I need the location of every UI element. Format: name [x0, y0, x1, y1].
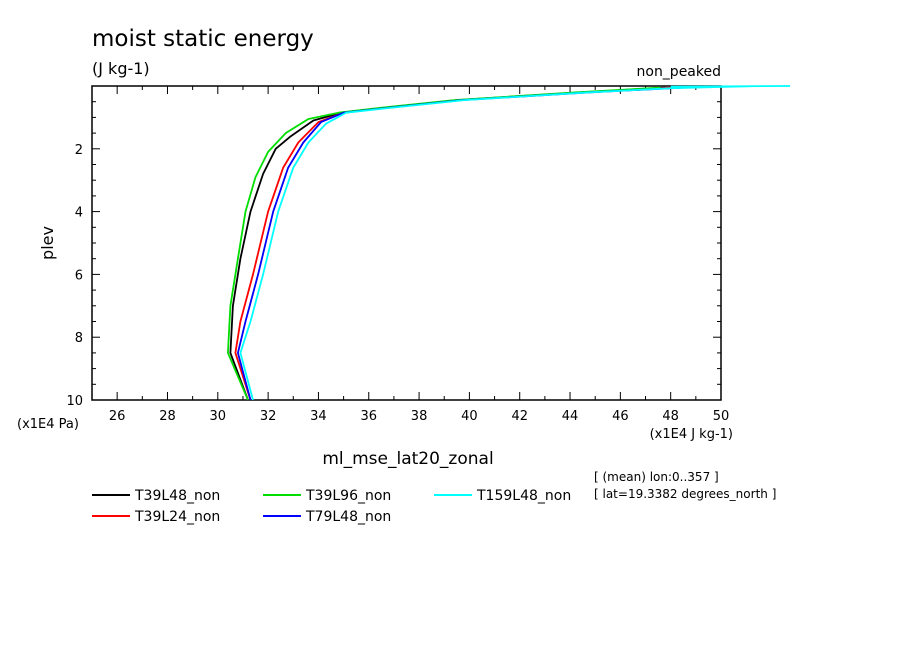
x-tick-label: 44 [562, 409, 579, 424]
series-line-t159l48_non [239, 86, 759, 400]
y-tick-label: 10 [66, 394, 83, 409]
x-tick-labels: 26 28 30 32 34 36 38 40 42 44 46 48 50 [109, 409, 729, 424]
y-axis-units: (x1E4 Pa) [17, 417, 79, 432]
y-tick-label: 8 [75, 331, 83, 346]
x-tick-label: 40 [461, 409, 478, 424]
legend: T39L48_non T39L24_non T39L96_non T79L48_non… [92, 488, 571, 525]
legend-label-t159l48_non: T159L48_non [476, 488, 571, 504]
x-axis-units: (x1E4 J kg-1) [650, 427, 733, 442]
y-tick-label: 4 [75, 206, 83, 221]
axis-ticks [91, 85, 722, 401]
x-tick-label: 28 [159, 409, 176, 424]
legend-label-t39l24_non: T39L24_non [134, 509, 220, 525]
chart-units: (J kg-1) [92, 59, 150, 78]
y-tick-label: 6 [75, 268, 83, 283]
info-lat: [ lat=19.3382 degrees_north ] [594, 487, 776, 501]
legend-label-t39l96_non: T39L96_non [305, 488, 391, 504]
y-axis-label: plev [38, 226, 57, 260]
info-lon: [ (mean) lon:0..357 ] [594, 470, 719, 484]
series-line-t39l24_non [234, 86, 671, 400]
case-label: non_peaked [637, 64, 722, 80]
x-tick-label: 38 [411, 409, 428, 424]
legend-label-t39l48_non: T39L48_non [134, 488, 220, 504]
x-tick-label: 48 [662, 409, 679, 424]
plot-frame [91, 85, 722, 401]
x-axis-label: ml_mse_lat20_zonal [322, 449, 493, 469]
x-tick-label: 42 [511, 409, 528, 424]
legend-label-t79l48_non: T79L48_non [305, 509, 391, 525]
series-overshoot-t159l48_non [670, 85, 791, 88]
series-line-t39l48_non [229, 86, 666, 400]
chart-title: moist static energy [92, 26, 314, 52]
series-line-t79l48_non [237, 86, 684, 400]
series-lines [227, 86, 759, 400]
x-tick-label: 34 [310, 409, 327, 424]
x-tick-label: 32 [260, 409, 277, 424]
x-tick-label: 50 [713, 409, 730, 424]
y-tick-label: 2 [75, 143, 83, 158]
x-tick-label: 36 [360, 409, 377, 424]
x-tick-label: 46 [612, 409, 629, 424]
x-tick-label: 30 [210, 409, 227, 424]
y-tick-labels: 2 4 6 8 10 [66, 143, 83, 409]
x-tick-label: 26 [109, 409, 126, 424]
